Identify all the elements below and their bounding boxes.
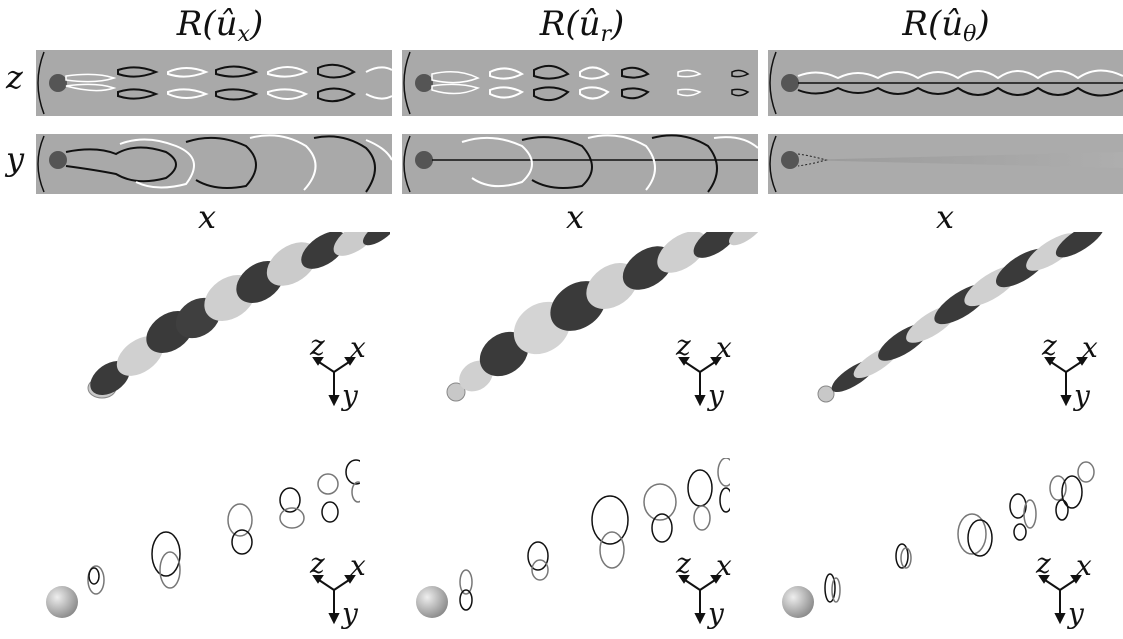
triad-y-label: y bbox=[342, 379, 358, 412]
slice-zx-ur bbox=[402, 50, 758, 116]
x-axis-label-col3: x bbox=[936, 198, 955, 236]
triad-z-label: z bbox=[1036, 547, 1051, 580]
isosurface-ux bbox=[80, 232, 390, 412]
triad-x-label: x bbox=[1076, 549, 1092, 582]
isosurface-ur bbox=[442, 232, 762, 412]
triad-z-label: z bbox=[676, 329, 691, 362]
triad-y-label: y bbox=[708, 379, 724, 412]
axis-triad-section-3: z x y bbox=[1032, 548, 1122, 638]
triad-x-label: x bbox=[716, 331, 732, 364]
isosurface-utheta bbox=[814, 232, 1114, 412]
triad-z-label: z bbox=[310, 547, 325, 580]
column-title-ur: R(ûr) bbox=[539, 4, 625, 47]
x-axis-label-col2: x bbox=[566, 198, 585, 236]
triad-y-label: y bbox=[1074, 379, 1090, 412]
cross-sections-ur bbox=[410, 458, 730, 618]
triad-z-label: z bbox=[310, 329, 325, 362]
triad-y-label: y bbox=[342, 597, 358, 630]
triad-x-label: x bbox=[716, 549, 732, 582]
cross-sections-utheta bbox=[776, 458, 1096, 618]
column-title-ux: R(ûx) bbox=[176, 4, 264, 47]
triad-y-label: y bbox=[708, 597, 724, 630]
slice-zx-ux bbox=[36, 50, 392, 116]
triad-z-label: z bbox=[1042, 329, 1057, 362]
slice-yx-ur bbox=[402, 134, 758, 194]
x-axis-label-col1: x bbox=[198, 198, 217, 236]
triad-x-label: x bbox=[350, 331, 366, 364]
triad-y-label: y bbox=[1068, 597, 1084, 630]
triad-x-label: x bbox=[1082, 331, 1098, 364]
axis-triad-iso-1: z x y bbox=[306, 330, 396, 420]
row-label-y: y bbox=[6, 140, 25, 178]
cross-sections-ux bbox=[40, 458, 360, 618]
triad-z-label: z bbox=[676, 547, 691, 580]
axis-triad-section-2: z x y bbox=[672, 548, 762, 638]
triad-x-label: x bbox=[350, 549, 366, 582]
column-title-utheta: R(ûθ) bbox=[902, 4, 990, 47]
axis-triad-iso-2: z x y bbox=[672, 330, 762, 420]
slice-zx-utheta bbox=[768, 50, 1123, 116]
row-label-z: z bbox=[6, 58, 23, 96]
slice-yx-ux bbox=[36, 134, 392, 194]
axis-triad-section-1: z x y bbox=[306, 548, 396, 638]
slice-yx-utheta bbox=[768, 134, 1123, 194]
axis-triad-iso-3: z x y bbox=[1038, 330, 1123, 420]
